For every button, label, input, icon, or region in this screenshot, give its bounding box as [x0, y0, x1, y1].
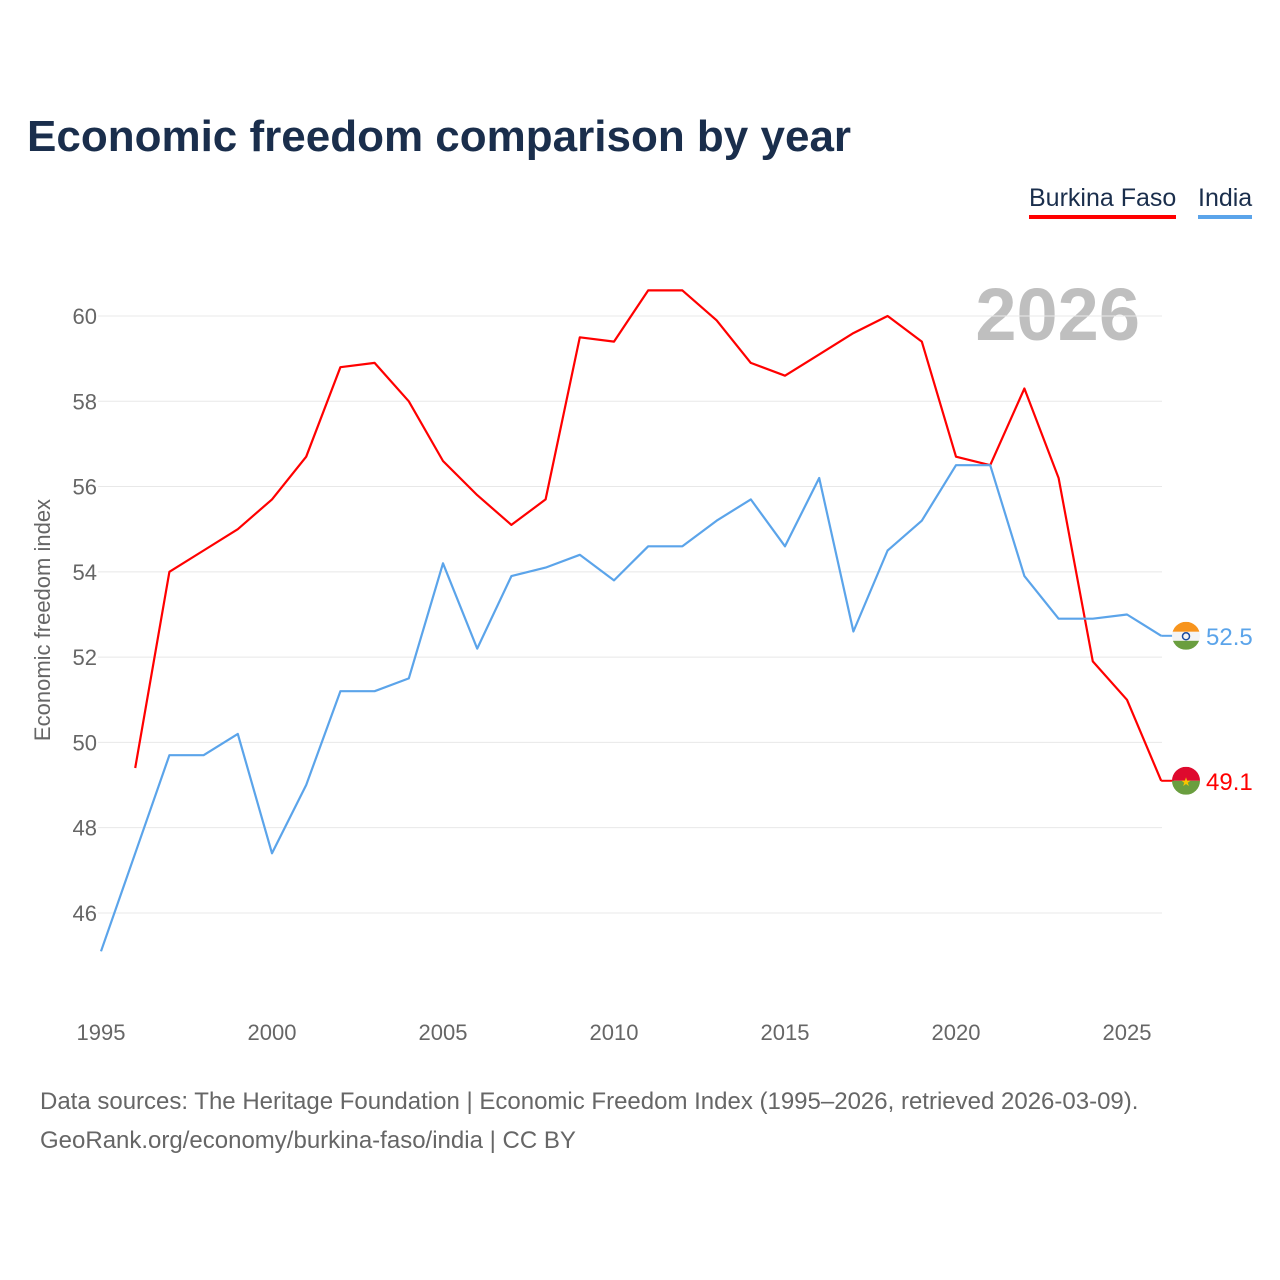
- flag-stripe: [1172, 621, 1200, 632]
- y-tick-label: 54: [73, 560, 97, 585]
- chart-title: Economic freedom comparison by year: [27, 112, 852, 161]
- footer-sources: Data sources: The Heritage Foundation | …: [40, 1088, 1139, 1115]
- india-flag-icon: [1172, 621, 1200, 650]
- series-line-india: [99, 464, 1162, 952]
- end-value-label: 49.1: [1206, 769, 1253, 796]
- y-tick-label: 58: [73, 389, 97, 414]
- y-tick-label: 48: [73, 816, 97, 841]
- y-tick-label: 46: [73, 901, 97, 926]
- y-tick-label: 56: [73, 475, 97, 500]
- flag-stripe: [1172, 766, 1200, 781]
- y-tick-label: 50: [73, 730, 97, 755]
- flag-stripe: [1172, 780, 1200, 795]
- footer-link[interactable]: GeoRank.org/economy/burkina-faso/india |…: [40, 1127, 576, 1154]
- x-tick-label: 2020: [932, 1020, 981, 1045]
- x-tick-label: 2005: [419, 1020, 468, 1045]
- series-line-burkina-faso: [134, 289, 1163, 782]
- flag-wheel: [1181, 632, 1191, 641]
- end-value-label: 52.5: [1206, 624, 1253, 651]
- flag-stripe: [1172, 640, 1200, 650]
- x-tick-label: 2000: [248, 1020, 297, 1045]
- year-watermark: 2026: [975, 273, 1140, 356]
- x-tick-label: 1995: [77, 1020, 126, 1045]
- x-tick-label: 2010: [590, 1020, 639, 1045]
- legend-india[interactable]: India: [1198, 184, 1253, 219]
- y-tick-label: 52: [73, 645, 97, 670]
- y-axis-label: Economic freedom index: [30, 499, 55, 741]
- burkina-faso-flag-icon: ★: [1172, 766, 1200, 795]
- flag-star: ★: [1181, 775, 1192, 789]
- x-tick-label: 2015: [761, 1020, 810, 1045]
- y-tick-label: 60: [73, 304, 97, 329]
- legend-burkina-faso[interactable]: Burkina Faso: [1029, 184, 1177, 219]
- flag-stripe: [1172, 631, 1200, 641]
- x-tick-label: 2025: [1103, 1020, 1152, 1045]
